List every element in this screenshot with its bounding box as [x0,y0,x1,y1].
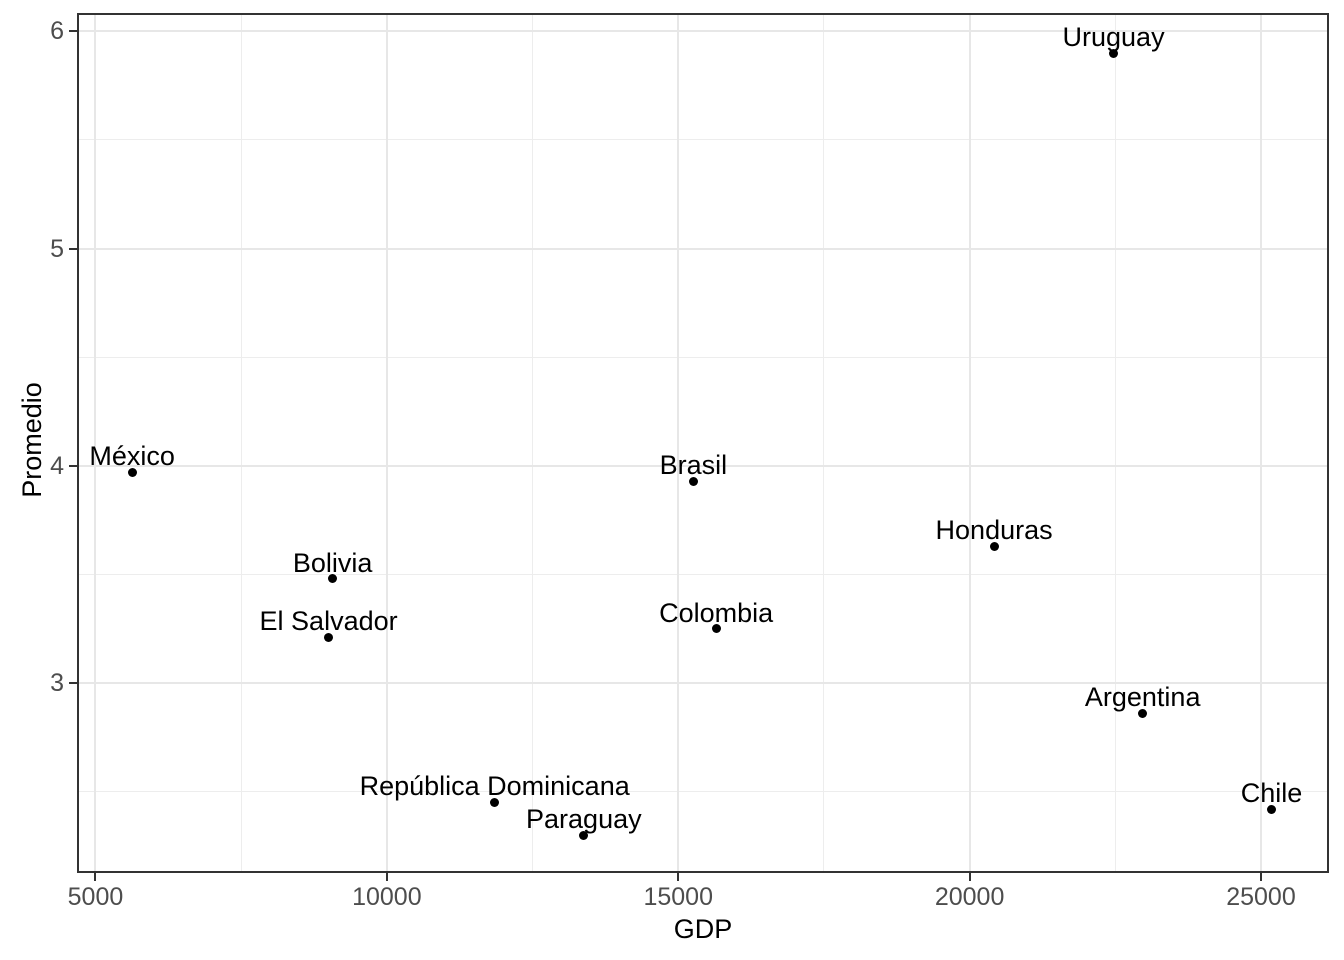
x-tick-label: 20000 [934,883,1005,911]
point-label: Honduras [935,515,1053,546]
y-axis-tick [69,682,77,685]
y-axis-tick [69,464,77,467]
x-minor-gridline [1114,14,1116,872]
y-minor-gridline [78,356,1328,358]
y-major-gridline [78,247,1328,250]
x-major-gridline [1259,14,1262,872]
y-minor-gridline [78,791,1328,793]
y-axis-title: Promedio [17,382,47,498]
x-tick-label: 5000 [67,883,124,911]
x-tick-label: 25000 [1226,883,1296,911]
data-point [989,541,999,551]
y-major-gridline [78,464,1328,467]
point-label: México [89,441,175,472]
data-point [1138,708,1148,718]
y-axis-tick [69,30,77,33]
point-label: El Salvador [259,606,398,637]
x-major-gridline [677,14,680,872]
x-axis-title: GDP [673,914,733,944]
point-label: Paraguay [526,804,642,835]
data-point [579,830,589,840]
point-label: Uruguay [1062,22,1165,53]
point-label: Bolivia [292,547,373,578]
x-axis-tick [1259,873,1262,881]
point-label: Argentina [1084,682,1201,713]
data-point [490,797,500,807]
data-point [1266,804,1276,814]
x-tick-label: 10000 [352,883,422,911]
x-major-gridline [94,14,97,872]
data-point [688,476,698,486]
x-axis-tick [385,873,388,881]
data-point [127,467,137,477]
y-tick-label: 5 [50,234,64,263]
point-label: Colombia [659,597,774,628]
y-tick-label: 3 [50,669,64,698]
y-minor-gridline [78,139,1328,141]
x-axis-tick [677,873,680,881]
data-point [328,574,338,584]
x-minor-gridline [823,14,825,872]
y-axis-tick [69,247,77,250]
data-point [1109,48,1119,58]
y-tick-label: 4 [50,451,64,480]
y-tick-label: 6 [50,17,64,46]
y-minor-gridline [78,573,1328,575]
x-major-gridline [968,14,971,872]
point-label: República Dominicana [359,771,630,802]
point-label: Brasil [659,450,728,480]
y-major-gridline [78,682,1328,685]
x-tick-label: 15000 [643,883,713,911]
x-axis-tick [94,873,97,881]
x-minor-gridline [532,14,534,872]
y-major-gridline [78,30,1328,33]
plot-panel: México Bolivia El Salvador República Domini… [78,14,1328,872]
x-major-gridline [385,14,388,872]
point-label: Chile [1240,778,1303,808]
x-axis-tick [968,873,971,881]
data-point [324,632,334,642]
x-minor-gridline [240,14,242,872]
data-point [711,624,721,634]
